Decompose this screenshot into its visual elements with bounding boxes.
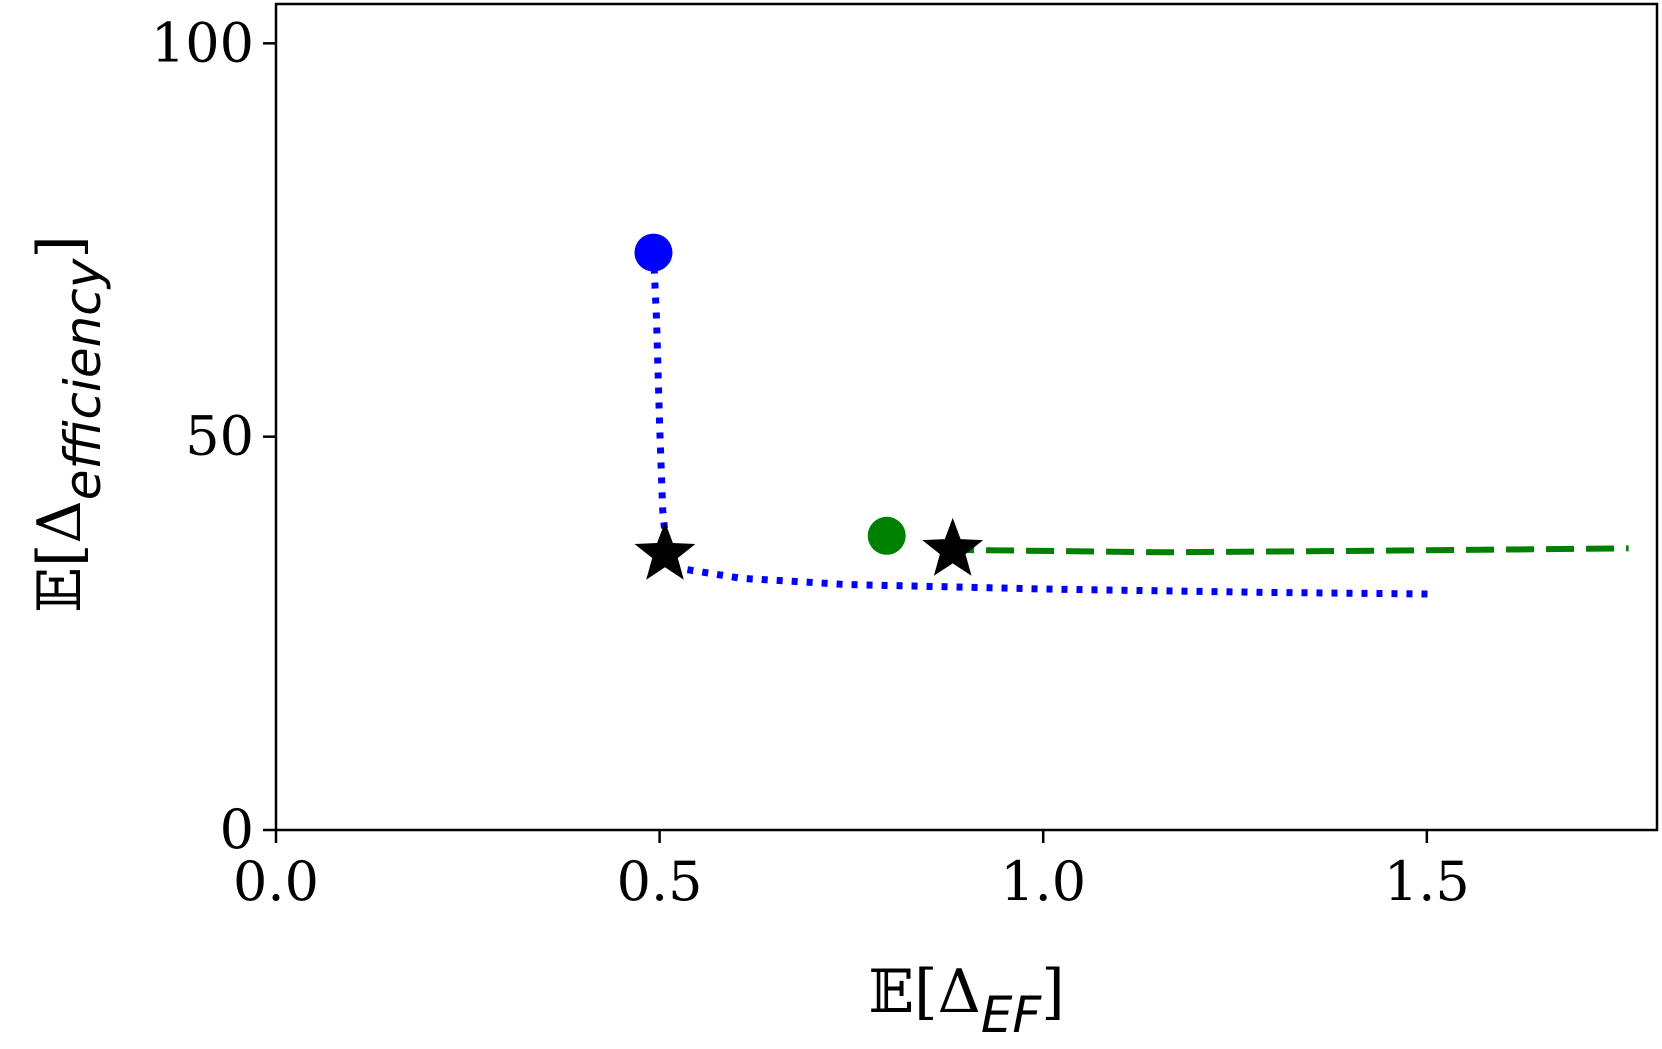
x-tick-label: 1.0 [1000, 850, 1086, 913]
series-line [946, 540, 1629, 556]
y-tick-label: 100 [151, 11, 254, 74]
optimum-star [922, 517, 984, 576]
plot-frame [274, 2, 1659, 832]
x-tick-label: 0.5 [617, 850, 703, 913]
x-axis-label: 𝔼[ΔEF] [868, 957, 1064, 1044]
y-axis-label-part: 𝔼[Δ [25, 500, 95, 612]
x-axis-label-part: EF [981, 986, 1043, 1044]
x-tick-label: 1.5 [1384, 850, 1470, 913]
y-axis-label-part: efficiency [54, 257, 112, 500]
x-axis-label-part: ] [1041, 957, 1064, 1027]
y-tick-label: 50 [185, 405, 254, 468]
y-axis-label: 𝔼[Δefficiency] [25, 235, 112, 613]
start-point [634, 233, 673, 272]
optimum-star [634, 521, 696, 580]
x-tick-label: 0.0 [233, 850, 319, 913]
start-point [867, 516, 906, 555]
series-line [649, 252, 1428, 598]
x-axis-label-part: 𝔼[Δ [868, 957, 980, 1027]
y-axis-label-part: ] [25, 235, 95, 258]
y-tick-label: 0 [220, 798, 254, 861]
